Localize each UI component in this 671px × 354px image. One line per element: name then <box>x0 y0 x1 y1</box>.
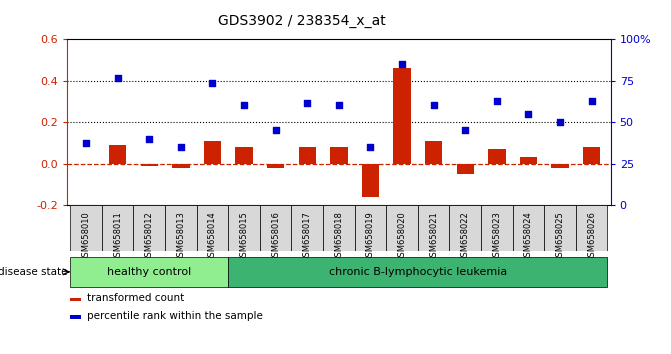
Bar <box>552 164 569 168</box>
Text: GSM658011: GSM658011 <box>113 211 122 262</box>
Bar <box>330 147 348 164</box>
Point <box>239 103 250 108</box>
Bar <box>520 158 537 164</box>
Point <box>460 128 470 133</box>
Point <box>491 98 502 104</box>
Text: disease state: disease state <box>0 267 67 277</box>
Bar <box>70 257 228 287</box>
Text: GSM658021: GSM658021 <box>429 211 438 262</box>
Point <box>523 111 534 117</box>
Point <box>112 76 123 81</box>
Text: GSM658019: GSM658019 <box>366 211 375 262</box>
Point <box>333 103 344 108</box>
Bar <box>165 205 197 251</box>
Bar <box>197 205 228 251</box>
Bar <box>236 147 253 164</box>
Bar <box>386 205 418 251</box>
Text: percentile rank within the sample: percentile rank within the sample <box>87 311 263 321</box>
Text: GDS3902 / 238354_x_at: GDS3902 / 238354_x_at <box>218 14 386 28</box>
Point <box>302 101 313 106</box>
Text: transformed count: transformed count <box>87 293 185 303</box>
Bar <box>425 141 442 164</box>
Bar <box>355 205 386 251</box>
Point <box>586 98 597 104</box>
Text: GSM658010: GSM658010 <box>82 211 91 262</box>
Point <box>207 80 218 85</box>
Bar <box>456 164 474 174</box>
Point <box>270 128 281 133</box>
Point <box>555 119 566 125</box>
Bar <box>418 205 450 251</box>
Point <box>176 144 187 150</box>
Bar <box>267 164 285 168</box>
Text: GSM658018: GSM658018 <box>334 211 344 262</box>
Bar <box>481 205 513 251</box>
Point <box>144 136 154 142</box>
Text: GSM658022: GSM658022 <box>461 211 470 262</box>
Bar <box>228 205 260 251</box>
Bar <box>544 205 576 251</box>
Text: GSM658020: GSM658020 <box>397 211 407 262</box>
Text: GSM658017: GSM658017 <box>303 211 312 262</box>
Text: GSM658012: GSM658012 <box>145 211 154 262</box>
Point <box>428 103 439 108</box>
Text: GSM658015: GSM658015 <box>240 211 248 262</box>
Bar <box>102 205 134 251</box>
Bar <box>140 164 158 166</box>
Bar <box>513 205 544 251</box>
Bar <box>109 145 126 164</box>
Text: GSM658024: GSM658024 <box>524 211 533 262</box>
Point <box>81 140 91 146</box>
Point <box>397 61 407 67</box>
Text: GSM658025: GSM658025 <box>556 211 564 262</box>
Point <box>365 144 376 150</box>
Bar <box>450 205 481 251</box>
Bar <box>323 205 355 251</box>
Text: GSM658023: GSM658023 <box>493 211 501 262</box>
Bar <box>576 205 607 251</box>
Bar <box>204 141 221 164</box>
Text: GSM658016: GSM658016 <box>271 211 280 262</box>
Bar <box>134 205 165 251</box>
Bar <box>172 164 189 168</box>
Text: GSM658014: GSM658014 <box>208 211 217 262</box>
Text: chronic B-lymphocytic leukemia: chronic B-lymphocytic leukemia <box>329 267 507 277</box>
Bar <box>299 147 316 164</box>
Text: healthy control: healthy control <box>107 267 191 277</box>
Text: GSM658013: GSM658013 <box>176 211 185 262</box>
Bar <box>393 68 411 164</box>
Bar <box>228 257 607 287</box>
Bar <box>260 205 291 251</box>
Bar <box>362 164 379 197</box>
Bar <box>583 147 601 164</box>
Bar <box>488 149 505 164</box>
Bar <box>70 205 102 251</box>
Bar <box>291 205 323 251</box>
Text: GSM658026: GSM658026 <box>587 211 596 262</box>
